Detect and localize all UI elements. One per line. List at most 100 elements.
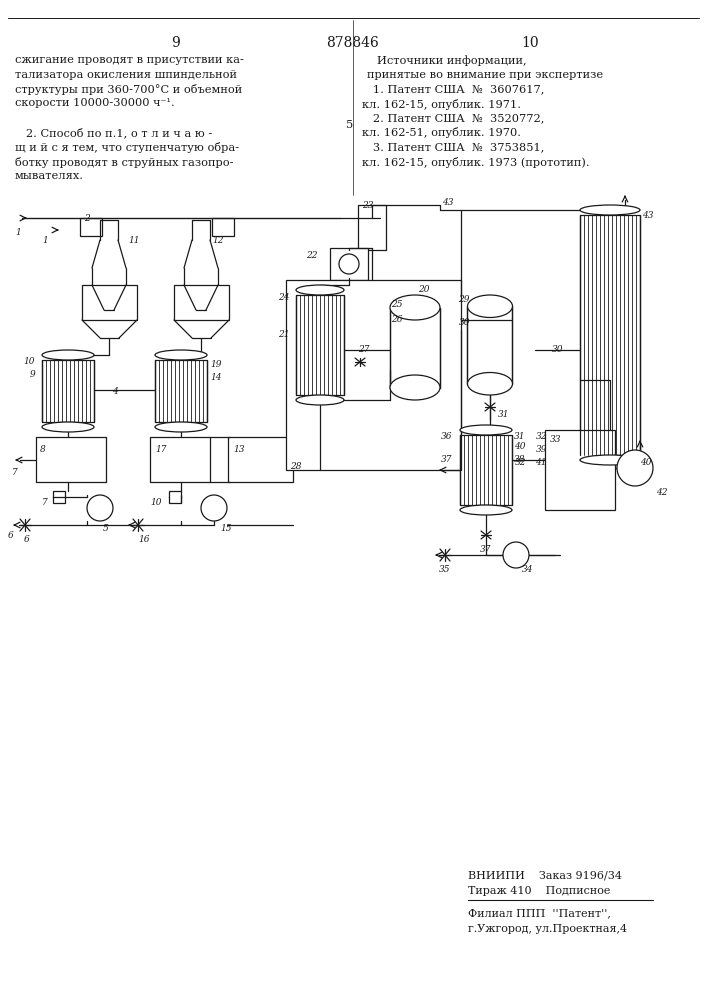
Text: 30: 30 — [552, 345, 563, 354]
Circle shape — [503, 542, 529, 568]
Text: 13: 13 — [233, 445, 245, 454]
Text: 30: 30 — [459, 318, 470, 327]
Ellipse shape — [390, 295, 440, 320]
Text: 4: 4 — [112, 387, 118, 396]
Circle shape — [339, 254, 359, 274]
Text: сжигание проводят в присутствии ка-: сжигание проводят в присутствии ка- — [15, 55, 244, 65]
Ellipse shape — [296, 285, 344, 295]
Text: 11: 11 — [128, 236, 139, 245]
Text: 27: 27 — [358, 345, 370, 354]
Text: 25: 25 — [392, 300, 403, 309]
Text: 2. Способ по п.1, о т л и ч а ю -: 2. Способ по п.1, о т л и ч а ю - — [15, 127, 212, 138]
Text: 26: 26 — [392, 315, 403, 324]
Ellipse shape — [467, 372, 513, 395]
Ellipse shape — [42, 350, 94, 360]
Text: 2: 2 — [84, 214, 90, 223]
Bar — [390, 308, 440, 387]
Text: 2. Патент США  №  3520772,: 2. Патент США № 3520772, — [362, 113, 544, 123]
Ellipse shape — [155, 422, 207, 432]
Ellipse shape — [42, 422, 94, 432]
Text: 1: 1 — [42, 236, 48, 245]
Text: 34: 34 — [522, 565, 534, 574]
Bar — [53, 491, 65, 503]
Text: 21: 21 — [279, 330, 290, 339]
Text: щ и й с я тем, что ступенчатую обра-: щ и й с я тем, что ступенчатую обра- — [15, 142, 239, 153]
Text: ВНИИПИ    Заказ 9196/34: ВНИИПИ Заказ 9196/34 — [468, 870, 622, 880]
Bar — [286, 280, 461, 470]
Bar — [36, 437, 106, 482]
Text: 10: 10 — [23, 357, 35, 366]
Text: 10: 10 — [521, 36, 539, 50]
Ellipse shape — [390, 375, 440, 400]
Text: 12: 12 — [212, 236, 223, 245]
Text: 7: 7 — [12, 468, 18, 477]
Bar — [155, 360, 207, 422]
Text: 41: 41 — [535, 458, 547, 467]
Ellipse shape — [460, 505, 512, 515]
Text: 9: 9 — [29, 370, 35, 379]
Text: 1. Патент США  №  3607617,: 1. Патент США № 3607617, — [362, 84, 544, 94]
Text: Тираж 410    Подписное: Тираж 410 Подписное — [468, 886, 610, 896]
Text: мывателях.: мывателях. — [15, 171, 84, 181]
Text: 39: 39 — [535, 445, 547, 454]
Text: 1: 1 — [15, 228, 21, 237]
Text: 31: 31 — [514, 432, 525, 441]
Text: 23: 23 — [362, 201, 373, 210]
Text: г.Ужгород, ул.Проектная,4: г.Ужгород, ул.Проектная,4 — [468, 924, 627, 934]
Text: 31: 31 — [498, 410, 510, 419]
Text: 9: 9 — [172, 36, 180, 50]
Text: 40: 40 — [640, 458, 651, 467]
Text: 20: 20 — [418, 285, 429, 294]
Text: 37: 37 — [440, 455, 452, 464]
Ellipse shape — [580, 455, 640, 465]
Text: ботку проводят в струйных газопро-: ботку проводят в струйных газопро- — [15, 156, 233, 167]
Bar — [460, 435, 512, 505]
Text: 42: 42 — [656, 488, 667, 497]
Bar — [169, 491, 181, 503]
Text: 6: 6 — [7, 531, 13, 540]
Text: 22: 22 — [307, 251, 318, 260]
Circle shape — [87, 495, 113, 521]
Bar — [580, 215, 640, 455]
Text: 40: 40 — [514, 442, 525, 451]
Text: 43: 43 — [442, 198, 453, 207]
Text: скорости 10000-30000 ч⁻¹.: скорости 10000-30000 ч⁻¹. — [15, 99, 175, 108]
Ellipse shape — [580, 205, 640, 215]
Text: кл. 162-51, опублик. 1970.: кл. 162-51, опублик. 1970. — [362, 127, 521, 138]
Ellipse shape — [467, 295, 513, 318]
Text: 36: 36 — [440, 432, 452, 441]
Bar — [296, 295, 344, 395]
Text: Филиал ППП  ''Патент'',: Филиал ППП ''Патент'', — [468, 908, 611, 918]
Text: структуры при 360-700°С и объемной: структуры при 360-700°С и объемной — [15, 84, 243, 95]
Text: 878846: 878846 — [327, 36, 380, 50]
Text: 33: 33 — [550, 435, 561, 444]
Bar — [358, 205, 386, 250]
Text: 32: 32 — [535, 432, 547, 441]
Text: 17: 17 — [155, 445, 167, 454]
Bar — [42, 360, 94, 422]
Ellipse shape — [155, 350, 207, 360]
Circle shape — [201, 495, 227, 521]
Text: 10: 10 — [151, 498, 162, 507]
Bar — [82, 285, 137, 320]
Bar — [174, 285, 229, 320]
Ellipse shape — [460, 425, 512, 435]
Text: 35: 35 — [439, 565, 451, 574]
Text: Источники информации,: Источники информации, — [378, 55, 527, 66]
Circle shape — [617, 450, 653, 486]
Bar — [330, 248, 368, 280]
Bar — [80, 218, 102, 236]
Text: 3. Патент США  №  3753851,: 3. Патент США № 3753851, — [362, 142, 544, 152]
Text: 16: 16 — [138, 535, 149, 544]
Text: 15: 15 — [220, 524, 231, 533]
Text: 7: 7 — [42, 498, 48, 507]
Text: 28: 28 — [290, 462, 301, 471]
Text: кл. 162-15, опублик. 1973 (прототип).: кл. 162-15, опублик. 1973 (прототип). — [362, 156, 590, 167]
Text: 14: 14 — [210, 373, 221, 382]
Text: 19: 19 — [210, 360, 221, 369]
Text: 24: 24 — [279, 293, 290, 302]
Text: 37: 37 — [480, 545, 492, 554]
Text: 6: 6 — [24, 535, 30, 544]
Text: 29: 29 — [459, 295, 470, 304]
Bar — [467, 306, 513, 384]
